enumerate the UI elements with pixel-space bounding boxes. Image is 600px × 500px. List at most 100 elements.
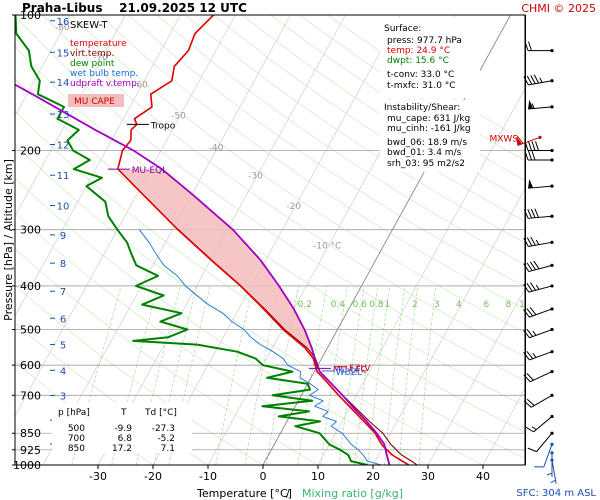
- barb-full: [535, 141, 539, 151]
- km-tick-label: 16: [57, 17, 70, 28]
- km-tick-label: 12: [57, 141, 70, 152]
- barb-shaft: [536, 432, 553, 452]
- isotherm-line: [317, 88, 525, 465]
- barb-dot: [550, 451, 554, 455]
- barb-flag: [528, 99, 534, 109]
- barb-dot: [550, 307, 554, 311]
- barb-dot: [550, 327, 554, 332]
- dry-adiabat: [241, 15, 525, 202]
- mixing-ratio-label: 0.8: [369, 300, 384, 310]
- barb-full: [516, 135, 524, 144]
- barb-dot: [550, 158, 554, 162]
- table-cell: -5.2: [157, 434, 175, 444]
- barb-full: [523, 263, 530, 272]
- isotherm-label: -50: [171, 112, 186, 122]
- barb-full: [526, 283, 533, 292]
- mixing-ratio-label: 10: [519, 300, 531, 310]
- chart-title: Praha-Libus 21.09.2025 12 UTC: [22, 1, 247, 15]
- isotherm-label: -70: [93, 53, 108, 63]
- barb-full: [528, 150, 532, 161]
- legend: SKEW-T temperature virt.temp. dew point …: [68, 20, 140, 107]
- barb-shaft: [530, 394, 553, 408]
- x-tick-label: -20: [144, 470, 162, 483]
- isotherm-label: -30: [248, 172, 263, 182]
- isotherm-line: [15, 15, 71, 117]
- barb-shaft: [551, 459, 557, 484]
- wind-barb: [546, 451, 554, 477]
- barb-full: [526, 398, 535, 406]
- p-tick-label: 500: [20, 324, 41, 337]
- surface-tconv: t-conv: 33.0 °C: [387, 70, 454, 80]
- wind-barb: [523, 307, 554, 318]
- isotherm-label: -80: [55, 23, 70, 33]
- mxws-barb: [516, 135, 542, 147]
- mixing-ratio-label: 0.4: [331, 300, 346, 310]
- km-tick-label: 14: [57, 78, 70, 89]
- table-cell: 850: [68, 444, 85, 454]
- barb-half: [531, 103, 535, 109]
- surface-tmxfc: t-mxfc: 31.0 °C: [387, 81, 456, 91]
- table-cell: 7.1: [161, 444, 175, 454]
- isotherm-line: [427, 288, 525, 465]
- barb-dot: [550, 431, 554, 435]
- mixing-ratio-label: 2: [412, 300, 418, 310]
- data-table: p [hPa] T Td [°C] 500 -9.9 -27.3 700 6.8…: [52, 403, 192, 454]
- x-tick-label: 20: [366, 470, 380, 483]
- mixing-ratio-label: 0.2: [298, 300, 312, 310]
- y-axis-label: Pressure [hPa] / Altitude [km]: [2, 159, 15, 321]
- credit-label: CHMI © 2025: [521, 2, 596, 15]
- wind-barb: [527, 431, 554, 453]
- barb-shaft: [528, 185, 553, 189]
- p-tick-label: 700: [20, 389, 41, 402]
- table-header-td: Td [°C]: [144, 408, 177, 418]
- barb-full: [533, 74, 540, 84]
- isotherm-line: [372, 188, 525, 465]
- km-tick-label: 4: [60, 366, 66, 377]
- surface-info: Surface: press: 977.7 hPa temp: 24.9 °C …: [380, 18, 480, 98]
- barb-shaft: [529, 308, 553, 318]
- wind-barb: [524, 141, 554, 153]
- legend-wet-bulb: wet bulb temp.: [70, 69, 138, 79]
- instability-srh03: srh_03: 95 m2/s2: [387, 159, 465, 169]
- barb-full: [526, 350, 534, 360]
- annotation-mu-lfc: MU-LFC: [333, 365, 367, 375]
- barb-dot: [550, 393, 554, 397]
- x-tick-label: -30: [89, 470, 107, 483]
- mixing-ratio-label: 0.6: [353, 300, 368, 310]
- instability-mucinh: mu_cinh: -161 J/kg: [387, 124, 471, 134]
- barb-full: [527, 209, 533, 219]
- isotherm-label: -10 °C: [313, 241, 341, 251]
- mixing-ratio-label: 3: [434, 300, 440, 310]
- p-tick-label: 1000: [13, 459, 41, 472]
- p-tick-label: 300: [20, 224, 41, 237]
- table-cell: 700: [68, 434, 85, 444]
- barb-full: [528, 41, 532, 51]
- surface-press: press: 977.7 hPa: [387, 36, 462, 46]
- isotherm-line: [482, 388, 525, 465]
- barb-full: [530, 236, 536, 246]
- x-axis-separator: /: [286, 487, 290, 500]
- barb-shaft: [528, 264, 553, 273]
- wind-barb: [525, 414, 554, 433]
- km-tick-label: 8: [60, 259, 66, 270]
- barb-half: [531, 426, 537, 431]
- annotation-wbzl: WBZL: [336, 368, 362, 378]
- barb-half: [532, 330, 537, 336]
- x-tick-label: 40: [476, 470, 490, 483]
- barb-half: [550, 479, 556, 484]
- profile-lines: [15, 15, 418, 465]
- km-tick-label: 9: [60, 231, 66, 242]
- legend-mucape: MU CAPE: [74, 97, 115, 107]
- series-wet-bulb-temp-line: [139, 229, 382, 465]
- barb-full: [529, 282, 536, 291]
- km-tick-label: 7: [60, 287, 66, 298]
- barb-dot: [550, 49, 554, 53]
- barb-full: [527, 447, 537, 453]
- barb-shaft: [543, 444, 553, 468]
- barb-dot: [550, 263, 554, 267]
- barb-full: [529, 307, 537, 316]
- isotherm-line: [15, 15, 126, 217]
- isotherm-label: -60: [133, 81, 148, 91]
- km-tick-label: 5: [60, 341, 66, 352]
- legend-updraft: udpraft v.temp.: [70, 79, 140, 89]
